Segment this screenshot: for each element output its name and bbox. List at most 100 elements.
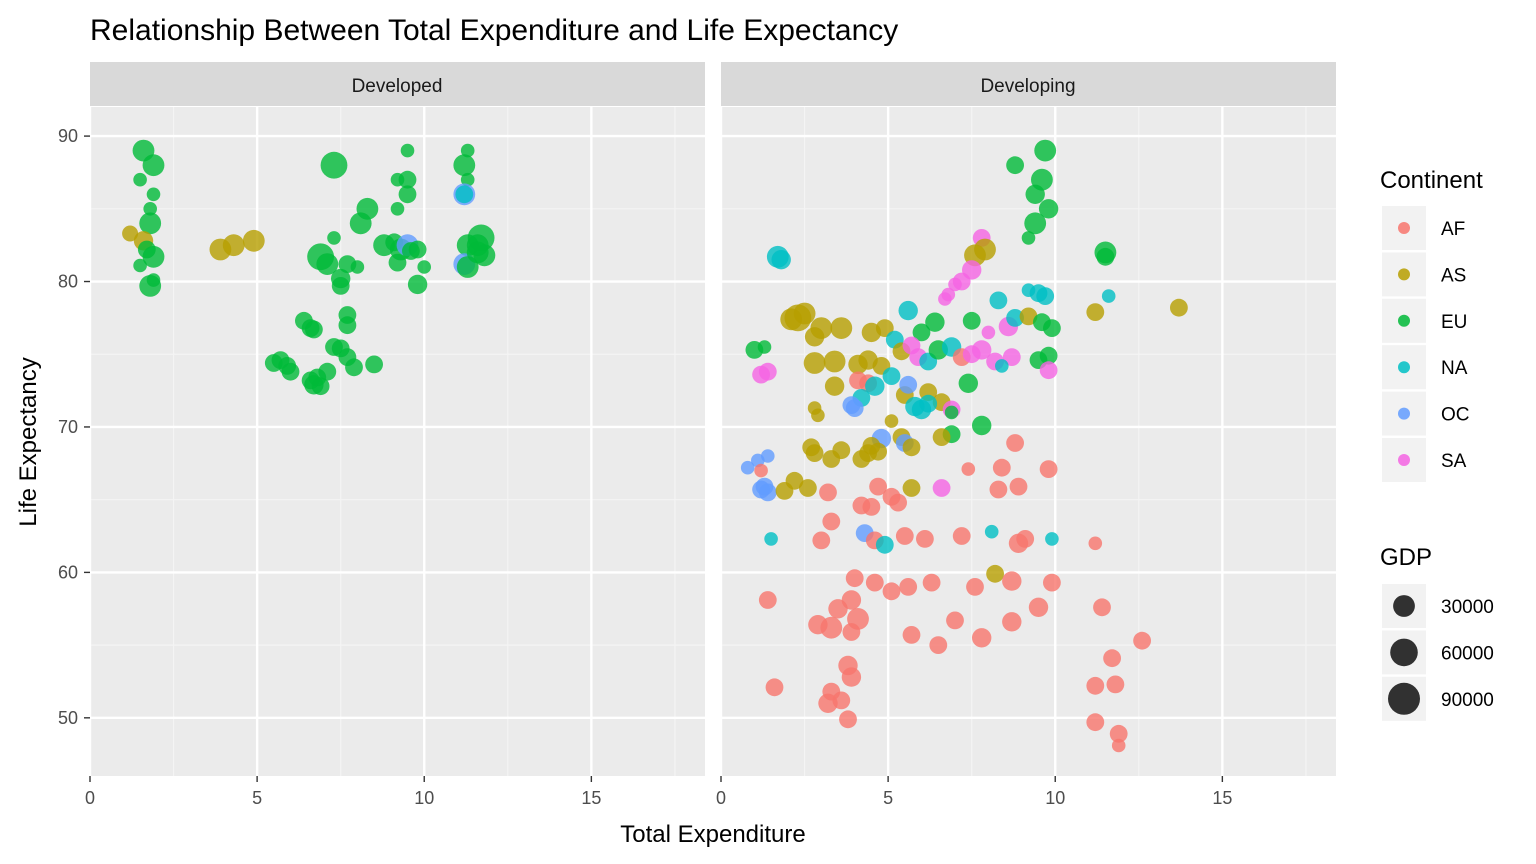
data-point-na xyxy=(995,359,1009,373)
data-point-eu xyxy=(142,245,165,268)
data-point-eu xyxy=(143,202,157,216)
data-point-eu xyxy=(388,253,407,272)
strip-developing xyxy=(721,62,1336,106)
data-point-eu xyxy=(305,320,323,339)
data-point-as xyxy=(875,319,894,337)
data-point-as xyxy=(242,229,265,252)
data-point-as xyxy=(780,308,803,331)
data-point-af xyxy=(1028,597,1049,617)
data-point-af xyxy=(1103,649,1121,668)
data-point-as xyxy=(1170,298,1188,317)
data-point-na xyxy=(865,376,885,396)
data-point-sa xyxy=(932,479,951,497)
data-point-as xyxy=(824,376,845,396)
data-point-eu xyxy=(925,312,945,332)
data-point-na xyxy=(1045,532,1059,546)
data-point-eu xyxy=(318,362,337,381)
data-point-as xyxy=(803,352,826,374)
data-point-eu xyxy=(345,358,363,377)
strip-label-developed: Developed xyxy=(352,76,443,97)
data-point-oc xyxy=(899,375,918,394)
data-point-af xyxy=(989,480,1008,499)
data-point-af xyxy=(818,693,838,713)
data-point-af xyxy=(1006,434,1024,452)
y-tick-label: 50 xyxy=(58,708,78,728)
x-tick-label-developing: 5 xyxy=(883,788,893,808)
data-point-as xyxy=(805,444,824,462)
legend-continent-title: Continent xyxy=(1380,167,1483,194)
data-point-eu xyxy=(281,362,300,381)
legend-dot-sa xyxy=(1398,454,1410,466)
data-point-af xyxy=(899,578,918,596)
data-point-as xyxy=(852,450,871,468)
data-point-af xyxy=(862,498,881,516)
data-point-eu xyxy=(390,172,405,187)
data-point-eu xyxy=(453,154,476,177)
data-point-eu xyxy=(1024,212,1047,235)
data-point-na xyxy=(919,394,938,413)
data-point-as xyxy=(869,442,887,461)
data-point-as xyxy=(804,327,825,347)
axes: 0 5 10 15 0 5 10 15 50 60 70 80 90 xyxy=(58,126,1232,808)
data-point-oc xyxy=(845,399,864,417)
legend-gdp: GDP 30000 60000 90000 xyxy=(1380,544,1494,721)
data-point-na xyxy=(989,291,1008,310)
data-point-af xyxy=(841,590,862,610)
legend-continent: Continent AF AS EU NA OC SA xyxy=(1380,167,1483,482)
data-point-af xyxy=(1111,738,1126,753)
x-tick-label-developed: 0 xyxy=(85,788,95,808)
data-point-eu xyxy=(466,241,489,264)
data-point-oc xyxy=(740,460,755,475)
data-point-af xyxy=(865,573,884,592)
data-point-eu xyxy=(1039,346,1058,365)
data-point-na xyxy=(1101,289,1116,303)
data-point-eu xyxy=(350,260,365,274)
data-point-eu xyxy=(757,340,772,354)
data-point-na xyxy=(882,367,901,385)
data-point-af xyxy=(1106,675,1125,694)
data-point-eu xyxy=(958,373,978,393)
data-point-eu xyxy=(1034,139,1057,162)
data-point-na xyxy=(875,535,894,554)
data-point-af xyxy=(758,591,777,609)
data-point-sa xyxy=(948,277,962,292)
data-point-eu xyxy=(338,316,357,335)
data-point-eu xyxy=(417,260,432,274)
legend-label-as: AS xyxy=(1441,265,1466,286)
data-point-af xyxy=(765,678,784,697)
x-axis-title: Total Expenditure xyxy=(620,821,805,848)
y-axis-title: Life Expectancy xyxy=(15,357,42,526)
data-point-sa xyxy=(981,325,996,340)
data-point-as xyxy=(986,564,1004,583)
legend-dot-na xyxy=(1398,361,1410,374)
data-point-af xyxy=(1088,536,1103,551)
data-point-sa xyxy=(752,365,770,384)
data-point-af xyxy=(1002,571,1022,591)
data-point-eu xyxy=(408,240,427,259)
data-point-af xyxy=(952,527,971,545)
data-point-as xyxy=(1086,303,1105,321)
data-point-eu xyxy=(133,258,147,273)
x-tick-label-developing: 0 xyxy=(716,788,726,808)
legend-size-label: 90000 xyxy=(1441,690,1494,711)
data-point-as xyxy=(902,479,921,497)
data-point-af xyxy=(889,493,907,512)
data-point-na xyxy=(764,532,778,546)
data-point-af xyxy=(961,462,976,476)
data-point-as xyxy=(1019,307,1038,326)
data-point-as xyxy=(902,438,921,457)
data-point-eu xyxy=(142,154,165,177)
data-point-af xyxy=(1133,631,1151,650)
data-point-af xyxy=(808,615,828,635)
legend-dot-oc xyxy=(1398,407,1410,420)
data-point-eu xyxy=(460,172,475,187)
data-point-as xyxy=(884,414,899,428)
data-point-eu xyxy=(146,187,161,202)
x-tick-label-developing: 10 xyxy=(1045,788,1065,808)
data-point-eu xyxy=(400,143,415,158)
data-point-af xyxy=(1009,477,1028,496)
data-point-af xyxy=(1002,612,1022,632)
data-point-af xyxy=(842,623,861,641)
legend-dot-as xyxy=(1398,268,1410,281)
legend-size-circle xyxy=(1388,682,1420,715)
